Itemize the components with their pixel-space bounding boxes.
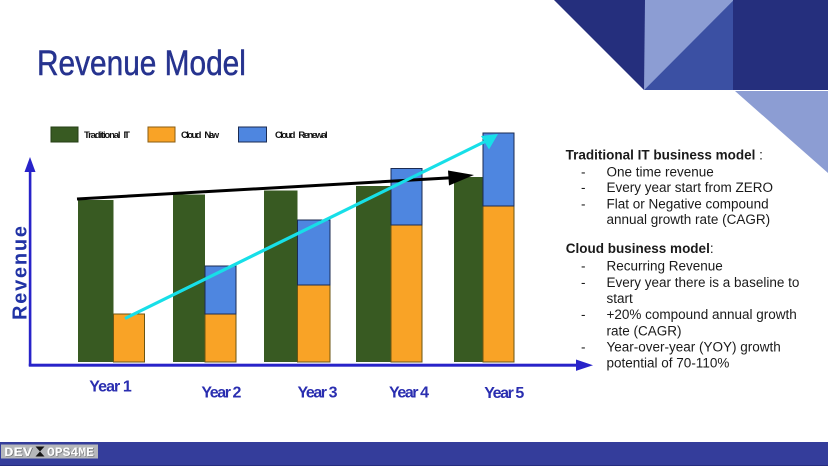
svg-text:Year 5: Year 5 (484, 385, 524, 402)
svg-text:DEV: DEV (4, 445, 32, 460)
svg-text:-: - (581, 275, 586, 290)
svg-text:Year-over-year (YOY) growth: Year-over-year (YOY) growth (607, 340, 781, 355)
svg-text:+20% compound annual growth: +20% compound annual growth (607, 307, 797, 322)
svg-text:Traditional IT business model: Traditional IT business model : (566, 147, 763, 162)
svg-text:Every year there is a baseline: Every year there is a baseline to (607, 275, 800, 290)
svg-text:-: - (581, 164, 586, 179)
svg-text:Year 2: Year 2 (201, 385, 241, 402)
svg-text:One time revenue: One time revenue (607, 164, 714, 179)
svg-text:DEV: DEV (5, 446, 33, 460)
svg-text:Traditional: Traditional (84, 130, 121, 141)
svg-text:Every year start from ZERO: Every year start from ZERO (607, 180, 774, 195)
svg-text:Cloud: Cloud (181, 130, 202, 141)
svg-text:OPS4ME: OPS4ME (47, 445, 94, 460)
svg-text:Year 1: Year 1 (89, 378, 132, 395)
svg-text:rate (CAGR): rate (CAGR) (607, 323, 682, 338)
svg-text:potential of 70-110%: potential of 70-110% (607, 356, 730, 371)
svg-text:IT: IT (124, 130, 131, 141)
svg-text:-: - (581, 340, 586, 355)
svg-text:-: - (581, 196, 586, 211)
svg-text:Cloud: Cloud (275, 130, 296, 141)
svg-text:-: - (581, 259, 586, 274)
svg-text:Year 4: Year 4 (389, 385, 429, 402)
svg-text:New: New (204, 130, 219, 141)
svg-text:annual growth rate (CAGR): annual growth rate (CAGR) (607, 212, 771, 227)
svg-text:OPS4ME: OPS4ME (48, 446, 95, 460)
svg-text:Recurring Revenue: Recurring Revenue (607, 259, 723, 274)
svg-text:Year 3: Year 3 (298, 385, 338, 402)
svg-text:Revenue: Revenue (10, 226, 32, 320)
svg-text:Cloud business model:: Cloud business model: (566, 241, 714, 256)
svg-text:Flat or Negative compound: Flat or Negative compound (607, 196, 769, 211)
svg-text:-: - (581, 307, 586, 322)
svg-text:start: start (607, 291, 634, 306)
svg-text:Renewal: Renewal (298, 130, 327, 141)
svg-text:-: - (581, 180, 586, 195)
